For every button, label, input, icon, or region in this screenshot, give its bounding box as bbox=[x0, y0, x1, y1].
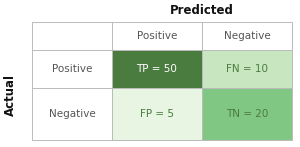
Text: FP = 5: FP = 5 bbox=[140, 109, 174, 119]
Bar bbox=[112, 50, 202, 88]
Bar bbox=[32, 88, 112, 140]
Text: Predicted: Predicted bbox=[170, 5, 234, 17]
Text: TP = 50: TP = 50 bbox=[136, 64, 177, 74]
Text: Negative: Negative bbox=[224, 31, 270, 41]
Bar bbox=[112, 88, 202, 140]
Bar bbox=[202, 50, 292, 88]
Text: FN = 10: FN = 10 bbox=[226, 64, 268, 74]
Bar bbox=[32, 22, 112, 50]
Text: Actual: Actual bbox=[4, 74, 16, 116]
Bar bbox=[202, 22, 292, 50]
Text: Positive: Positive bbox=[137, 31, 177, 41]
Text: TN = 20: TN = 20 bbox=[226, 109, 268, 119]
Text: Positive: Positive bbox=[52, 64, 92, 74]
Text: Negative: Negative bbox=[49, 109, 95, 119]
Bar bbox=[32, 50, 112, 88]
Bar bbox=[202, 88, 292, 140]
Bar bbox=[112, 22, 202, 50]
